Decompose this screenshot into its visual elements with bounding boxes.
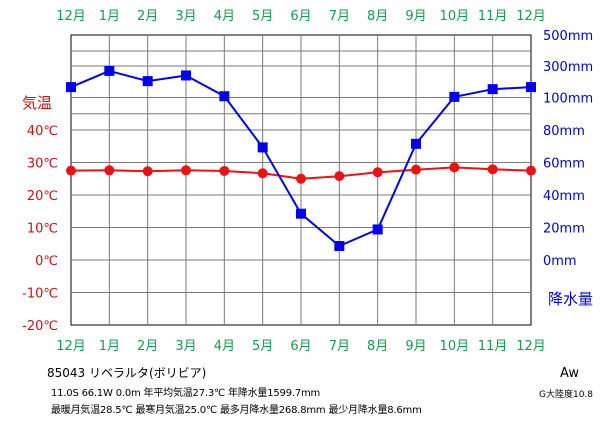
precipitation-tick-label: 80mm — [543, 124, 585, 139]
month-label-bottom: 7月 — [329, 339, 350, 354]
precipitation-marker — [219, 91, 230, 102]
temperature-marker — [449, 162, 460, 173]
series-layer — [66, 65, 536, 252]
bottom-month-labels: 12月 1月 2月 3月 4月 5月 6月 7月 8月 9月 10月 11月 12月 — [56, 339, 546, 354]
month-label-top: 2月 — [137, 9, 158, 24]
month-label-bottom: 9月 — [405, 339, 426, 354]
temperature-marker — [372, 167, 383, 178]
temperature-tick-label: 10℃ — [27, 222, 58, 237]
month-label-top: 12月 — [56, 9, 86, 24]
month-label-top: 8月 — [367, 9, 388, 24]
month-label-top: 7月 — [329, 9, 350, 24]
top-month-labels: 12月 1月 2月 3月 4月 5月 6月 7月 8月 9月 10月 11月 12月 — [56, 9, 546, 24]
temperature-tick-label: -20℃ — [22, 319, 58, 334]
precipitation-tick-label: 300mm — [543, 60, 593, 75]
precipitation-axis-title: 降水量 — [548, 290, 593, 308]
temperature-axis-labels: 40℃ 30℃ 20℃ 10℃ 0℃ -10℃ -20℃ — [22, 124, 58, 334]
temperature-tick-label: 20℃ — [27, 189, 58, 204]
precipitation-marker — [411, 138, 421, 149]
climate-classification: Aw — [560, 366, 579, 381]
precipitation-marker — [372, 224, 383, 235]
month-label-bottom: 5月 — [252, 339, 273, 354]
month-label-bottom: 8月 — [367, 339, 388, 354]
month-label-top: 12月 — [516, 9, 546, 24]
precipitation-marker — [487, 84, 498, 95]
station-header: 85043 リベラルタ(ボリビア) — [47, 366, 207, 380]
precipitation-marker — [296, 208, 306, 219]
precipitation-tick-label: 0mm — [543, 254, 577, 269]
precipitation-marker — [526, 82, 536, 93]
continentality-index: G大陸度10.8 — [539, 390, 594, 400]
precipitation-axis-labels: 0mm 20mm 40mm 60mm 80mm 100mm 300mm 500mm — [543, 29, 593, 269]
precipitation-tick-label: 100mm — [543, 92, 593, 107]
month-label-bottom: 6月 — [290, 339, 311, 354]
temperature-marker — [526, 165, 536, 176]
precipitation-marker — [181, 70, 191, 81]
precipitation-tick-label: 500mm — [543, 29, 593, 44]
month-label-top: 5月 — [252, 9, 273, 24]
month-label-top: 6月 — [290, 9, 311, 24]
month-label-bottom: 3月 — [175, 339, 196, 354]
precipitation-marker — [449, 91, 460, 102]
temperature-tick-label: 30℃ — [27, 157, 58, 172]
temperature-marker — [487, 164, 498, 175]
precipitation-marker — [334, 241, 345, 252]
month-label-top: 4月 — [214, 9, 235, 24]
temperature-marker — [334, 171, 345, 182]
month-label-top: 3月 — [175, 9, 196, 24]
station-extremes-summary: 最暖月気温28.5℃ 最寒月気温25.0℃ 最多月降水量268.8mm 最少月降… — [51, 405, 422, 416]
temperature-marker — [66, 165, 76, 176]
month-label-bottom: 10月 — [440, 339, 470, 354]
temperature-marker — [296, 173, 306, 184]
temperature-tick-label: 0℃ — [35, 254, 58, 269]
month-label-top: 9月 — [405, 9, 426, 24]
month-label-bottom: 4月 — [214, 339, 235, 354]
month-label-top: 10月 — [440, 9, 470, 24]
precipitation-tick-label: 20mm — [543, 222, 585, 237]
temperature-axis-title: 気温 — [22, 94, 52, 112]
precipitation-tick-label: 40mm — [543, 189, 585, 204]
station-location-summary: 11.0S 66.1W 0.0m 年平均気温27.3℃ 年降水量1599.7mm — [51, 388, 321, 399]
precipitation-marker — [257, 142, 268, 153]
temperature-tick-label: -10℃ — [22, 287, 58, 302]
month-label-bottom: 12月 — [56, 339, 86, 354]
precipitation-tick-label: 60mm — [543, 157, 585, 172]
temperature-marker — [219, 165, 230, 176]
temperature-marker — [142, 166, 153, 177]
month-label-bottom: 1月 — [99, 339, 120, 354]
precipitation-marker — [104, 65, 115, 76]
month-label-bottom: 2月 — [137, 339, 158, 354]
precipitation-marker — [142, 76, 153, 87]
precipitation-marker — [66, 82, 76, 93]
temperature-marker — [257, 168, 268, 179]
month-label-bottom: 12月 — [516, 339, 546, 354]
month-label-top: 11月 — [478, 9, 508, 24]
temperature-marker — [104, 165, 115, 176]
temperature-marker — [411, 164, 421, 175]
temperature-tick-label: 40℃ — [27, 124, 58, 139]
temperature-marker — [181, 165, 191, 176]
month-label-top: 1月 — [99, 9, 120, 24]
month-label-bottom: 11月 — [478, 339, 508, 354]
